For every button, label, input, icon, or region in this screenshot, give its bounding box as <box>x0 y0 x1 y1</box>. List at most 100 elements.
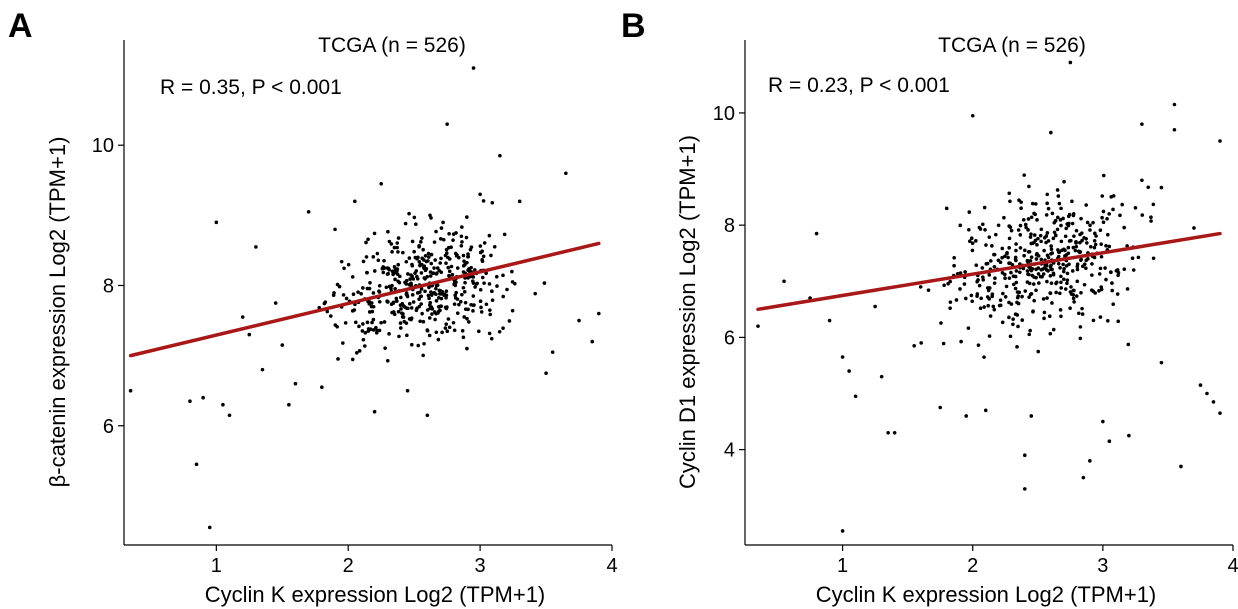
data-point <box>1149 219 1153 223</box>
data-point <box>1082 262 1087 267</box>
data-point <box>361 259 366 264</box>
data-point <box>350 357 355 362</box>
data-point <box>1100 194 1105 198</box>
data-point <box>459 243 464 248</box>
data-point <box>1218 139 1222 143</box>
data-point <box>564 171 568 176</box>
data-point <box>438 236 443 241</box>
data-point <box>379 181 383 186</box>
data-point <box>480 275 485 280</box>
data-point <box>1026 217 1031 221</box>
data-point <box>982 205 987 210</box>
data-point <box>387 239 392 244</box>
data-point <box>1088 244 1093 249</box>
x-tick-label: 2 <box>343 555 354 577</box>
data-point <box>1064 226 1068 231</box>
data-point <box>492 244 497 249</box>
data-point <box>374 331 379 335</box>
data-point <box>1029 232 1033 236</box>
data-point <box>481 254 486 259</box>
data-point <box>466 268 470 273</box>
data-point <box>441 237 446 242</box>
x-axis-label: Cyclin K expression Log2 (TPM+1) <box>816 582 1157 607</box>
data-point <box>438 304 443 308</box>
data-point <box>1109 270 1113 275</box>
data-point <box>194 462 199 467</box>
data-point <box>1059 280 1063 285</box>
data-point <box>1028 267 1033 272</box>
data-point <box>1044 213 1049 217</box>
data-point <box>368 280 372 285</box>
x-tick-label: 2 <box>967 555 978 577</box>
data-point <box>451 238 455 242</box>
data-point <box>407 301 412 306</box>
data-point <box>1062 266 1066 271</box>
data-point <box>1031 282 1036 286</box>
data-point <box>439 292 443 296</box>
data-point <box>353 199 357 204</box>
data-point <box>964 414 969 418</box>
data-point <box>1042 316 1046 321</box>
data-point <box>1018 233 1023 237</box>
data-point <box>1000 246 1005 251</box>
data-point <box>408 277 412 281</box>
data-point <box>260 367 265 372</box>
data-point <box>987 273 992 277</box>
data-point <box>1098 228 1103 233</box>
data-point <box>359 291 363 296</box>
data-point <box>1049 130 1053 135</box>
data-point <box>1097 272 1102 276</box>
data-point <box>1014 258 1018 263</box>
panel-letter: B <box>621 7 646 45</box>
data-point <box>434 283 439 288</box>
data-point <box>1078 232 1082 237</box>
data-point <box>1072 288 1076 293</box>
data-point <box>438 308 442 313</box>
data-point <box>464 235 469 240</box>
data-point <box>441 220 445 225</box>
data-point <box>386 271 390 276</box>
data-point <box>363 330 368 335</box>
data-point <box>460 328 465 333</box>
data-point <box>1045 296 1049 300</box>
data-point <box>462 259 466 263</box>
data-point <box>383 346 387 350</box>
data-point <box>450 272 455 277</box>
data-point <box>425 413 430 418</box>
data-point <box>512 281 517 286</box>
data-point <box>417 259 422 264</box>
data-point <box>254 245 258 249</box>
x-tick-label: 1 <box>837 555 848 577</box>
data-point <box>1101 209 1106 214</box>
data-point <box>1032 298 1036 303</box>
data-point <box>969 293 974 298</box>
data-point <box>1092 238 1097 243</box>
data-point <box>1071 292 1076 297</box>
data-point <box>401 315 406 319</box>
data-point <box>577 318 581 323</box>
data-point <box>952 255 956 260</box>
data-point <box>962 282 967 286</box>
data-point <box>1049 281 1054 285</box>
data-point <box>533 291 538 296</box>
data-point <box>1072 234 1076 238</box>
data-point <box>958 287 962 291</box>
data-point <box>438 261 443 265</box>
data-point <box>948 306 952 310</box>
data-point <box>411 277 416 281</box>
data-point <box>320 385 324 389</box>
data-point <box>357 349 362 353</box>
data-point <box>455 297 460 301</box>
data-point <box>429 293 434 297</box>
data-point <box>1051 327 1056 332</box>
data-point <box>443 326 448 330</box>
data-point <box>1073 248 1078 253</box>
data-point <box>1101 419 1105 424</box>
data-point <box>322 301 327 306</box>
data-point <box>1032 211 1036 216</box>
data-point <box>1038 274 1043 279</box>
data-point <box>419 271 424 275</box>
data-point <box>1122 267 1127 271</box>
data-point <box>1000 320 1005 325</box>
data-point <box>963 270 967 274</box>
